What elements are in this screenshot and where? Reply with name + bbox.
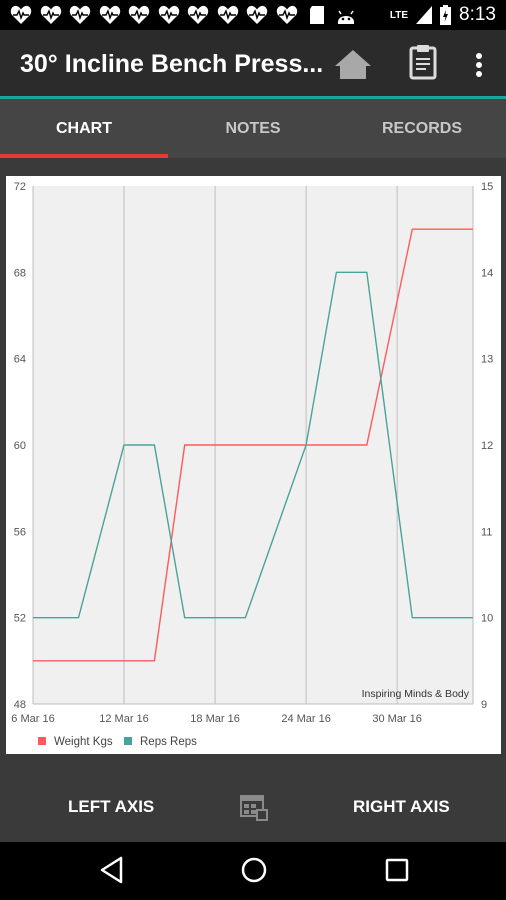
right-tick-label: 15 — [481, 181, 493, 193]
heart-rate-icon — [128, 5, 150, 24]
x-tick-label: 12 Mar 16 — [99, 713, 149, 725]
heart-rate-icon — [69, 5, 91, 24]
heart-rate-icon — [276, 5, 297, 24]
tab-records[interactable]: RECORDS — [338, 99, 506, 158]
x-tick-label: 30 Mar 16 — [372, 713, 422, 725]
clock: 8:13 — [459, 4, 496, 25]
tab-notes-label: NOTES — [225, 119, 281, 137]
calendar-icon[interactable] — [239, 794, 269, 822]
right-tick-label: 14 — [481, 267, 493, 279]
legend-swatch — [124, 737, 132, 745]
recents-icon[interactable] — [384, 855, 410, 885]
status-bar: LTE 8:13 — [0, 0, 506, 30]
legend-label: Weight Kgs — [54, 736, 113, 748]
network-label: LTE — [389, 9, 409, 21]
heart-rate-icon — [187, 5, 209, 24]
left-axis-label: LEFT AXIS — [68, 797, 155, 816]
left-tick-label: 68 — [14, 267, 26, 279]
x-tick-label: 24 Mar 16 — [281, 713, 331, 725]
progress-chart[interactable]: 6 Mar 16 12 Mar 16 18 Mar 16 24 Mar 16 30 Ma… — [6, 176, 501, 754]
chart-card: 6 Mar 16 12 Mar 16 18 Mar 16 24 Mar 16 30 Ma… — [6, 176, 501, 754]
heart-rate-icon — [10, 5, 32, 24]
navigation-bar — [0, 842, 506, 900]
heart-rate-icon — [246, 5, 268, 24]
heart-rate-icon — [217, 5, 238, 24]
left-tick-label: 52 — [14, 613, 26, 625]
right-axis-button[interactable]: RIGHT AXIS — [353, 772, 450, 842]
right-tick-label: 10 — [481, 613, 493, 625]
left-tick-label: 48 — [14, 699, 26, 711]
left-tick-label: 56 — [14, 526, 26, 538]
tab-chart-label: CHART — [56, 119, 112, 137]
page-title: 30° Incline Bench Press... — [20, 50, 324, 78]
right-tick-label: 12 — [481, 440, 493, 452]
home-circle-icon[interactable] — [240, 855, 268, 885]
app-bar: 30° Incline Bench Press... — [0, 30, 506, 97]
tab-chart[interactable]: CHART — [0, 99, 168, 158]
app-bar-accent — [0, 96, 506, 99]
heart-rate-icon — [40, 5, 61, 24]
more-vert-icon[interactable] — [475, 52, 483, 78]
heart-rate-icon — [99, 5, 120, 24]
legend-label: Reps Reps — [140, 736, 197, 748]
left-tick-label: 60 — [14, 440, 26, 452]
android-icon — [337, 10, 354, 24]
back-icon[interactable] — [99, 855, 125, 885]
status-right: LTE 8:13 — [390, 0, 496, 30]
left-tick-label: 72 — [14, 181, 26, 193]
legend-swatch — [38, 737, 46, 745]
signal-icon — [416, 6, 433, 24]
right-tick-label: 9 — [481, 699, 487, 711]
right-axis-label: RIGHT AXIS — [353, 797, 450, 816]
left-axis-button[interactable]: LEFT AXIS — [68, 772, 154, 842]
bottom-bar: LEFT AXIS RIGHT AXIS — [0, 772, 506, 842]
x-tick-label: 18 Mar 16 — [190, 713, 240, 725]
home-icon[interactable] — [334, 48, 372, 80]
right-tick-label: 13 — [481, 354, 493, 366]
series-line-reps — [33, 271, 473, 619]
left-tick-label: 64 — [14, 354, 26, 366]
heart-rate-icon — [158, 5, 179, 24]
tab-records-label: RECORDS — [381, 119, 462, 137]
right-tick-label: 11 — [481, 526, 492, 538]
sd-card-icon — [310, 6, 324, 24]
x-tick-label: 6 Mar 16 — [11, 713, 54, 725]
chart-watermark: Inspiring Minds & Body — [362, 688, 470, 700]
series-line-weight — [33, 228, 473, 662]
battery-icon — [440, 5, 452, 25]
clipboard-icon[interactable] — [409, 44, 437, 80]
tab-notes[interactable]: NOTES — [169, 99, 337, 158]
tab-bar: CHART NOTES RECORDS — [0, 99, 506, 158]
